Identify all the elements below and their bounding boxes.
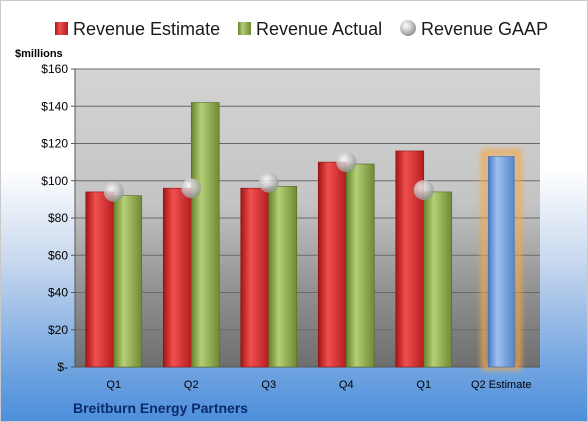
bar-revenue-actual[interactable] (423, 191, 453, 368)
y-tick-label: $80 (48, 211, 68, 225)
bar-q2-estimate[interactable] (487, 156, 515, 368)
x-axis-ticks: Q1 Q2 Q3 Q4 Q1 Q2 Estimate (106, 379, 531, 391)
x-tick-label: Q3 (261, 379, 276, 391)
bar-revenue-estimate[interactable] (162, 187, 192, 368)
gridlines (71, 68, 540, 368)
marker-revenue-gaap[interactable] (181, 178, 202, 199)
y-tick-label: $140 (41, 99, 68, 113)
x-tick-label: Q2 (184, 379, 199, 391)
legend-item-revenue-gaap[interactable]: Revenue GAAP (400, 19, 548, 39)
legend-item-revenue-actual[interactable]: Revenue Actual (238, 19, 382, 39)
bar-revenue-actual[interactable] (190, 102, 220, 368)
y-tick-label: $20 (48, 323, 68, 337)
y-tick-label: $40 (48, 286, 68, 300)
marker-revenue-gaap[interactable] (413, 180, 434, 201)
y-tick-label: $100 (41, 174, 68, 188)
x-tick-label: Q1 (416, 379, 431, 391)
y-tick-label: $160 (41, 62, 68, 76)
bar-revenue-estimate[interactable] (240, 187, 270, 368)
bar-revenue-actual[interactable] (268, 186, 298, 368)
y-axis-ticks: $- $20 $40 $60 $80 $100 $120 $140 $160 (41, 62, 68, 374)
legend-item-revenue-estimate[interactable]: Revenue Estimate (55, 19, 220, 39)
company-name: Breitburn Energy Partners (73, 400, 248, 416)
marker-revenue-gaap[interactable] (103, 181, 124, 202)
y-tick-label: $60 (48, 248, 68, 262)
legend-label-estimate: Revenue Estimate (73, 19, 220, 39)
x-tick-label: Q2 Estimate (471, 379, 532, 391)
legend-swatch-actual (238, 22, 251, 35)
legend-label-actual: Revenue Actual (256, 19, 382, 39)
bar-revenue-actual[interactable] (345, 163, 375, 368)
y-unit-label: $millions (15, 48, 63, 60)
bar-revenue-estimate[interactable] (317, 161, 347, 368)
x-tick-label: Q4 (339, 379, 354, 391)
bar-revenue-actual[interactable] (113, 195, 143, 368)
legend-label-gaap: Revenue GAAP (421, 19, 548, 39)
marker-revenue-gaap[interactable] (258, 172, 279, 193)
marker-revenue-gaap[interactable] (336, 152, 357, 173)
legend: Revenue Estimate Revenue Actual Revenue … (55, 19, 548, 39)
bar-revenue-estimate[interactable] (85, 191, 115, 368)
x-tick-label: Q1 (106, 379, 121, 391)
bars (85, 102, 522, 370)
y-tick-label: $120 (41, 137, 68, 151)
y-tick-label: $- (57, 360, 68, 374)
gaap-markers (103, 152, 434, 202)
legend-swatch-estimate (55, 22, 68, 35)
legend-swatch-gaap (400, 20, 416, 36)
